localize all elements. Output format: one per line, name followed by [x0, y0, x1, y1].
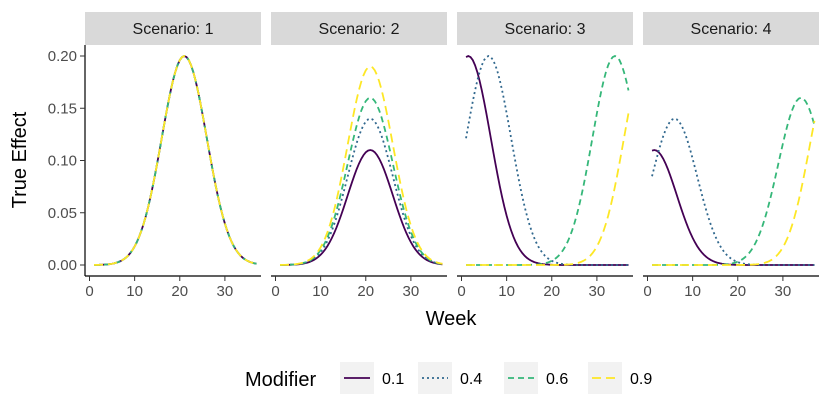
legend-title: Modifier: [245, 369, 316, 391]
facet-strip: [457, 12, 633, 45]
series-line-0-9: [280, 65, 443, 266]
x-tick-label: 10: [312, 283, 329, 300]
series-line-0-6: [280, 96, 443, 266]
x-tick-label: 20: [171, 283, 188, 300]
facet-panel-4: Scenario: 4 0 10 20 30: [643, 12, 819, 300]
facet-strip-label: Scenario: 4: [691, 21, 772, 38]
legend-item-0-1: 0.1: [340, 362, 404, 394]
series-line-0-1: [651, 149, 815, 266]
facet-strip-label: Scenario: 2: [319, 21, 400, 38]
y-tick-label: 0.00: [48, 257, 77, 274]
series-line-0-4: [465, 55, 629, 266]
legend-label: 0.6: [546, 371, 568, 388]
facet-strip-label: Scenario: 1: [133, 21, 214, 38]
x-tick-label: 10: [684, 283, 701, 300]
x-tick-label: 30: [403, 283, 420, 300]
y-tick-label: 0.15: [48, 100, 77, 117]
series-line-0-9: [652, 120, 816, 266]
series-line-0-6: [466, 55, 630, 266]
x-tick-label: 20: [543, 283, 560, 300]
legend-item-0-9: 0.9: [588, 362, 652, 394]
facet-panel-3: Scenario: 3 0 10 20 30: [457, 12, 633, 300]
legend-label: 0.1: [382, 371, 404, 388]
y-axis-title: True Effect: [9, 111, 31, 208]
series-line-0-6: [652, 96, 816, 266]
series-line-0-1: [280, 149, 443, 266]
facet-strip: [85, 12, 261, 45]
y-tick-label: 0.05: [48, 205, 77, 222]
y-axis: 0.00 0.05 0.10 0.15 0.20: [48, 45, 86, 276]
x-tick-label: 0: [457, 283, 465, 300]
y-tick-label: 0.10: [48, 153, 77, 170]
facet-panel-1: Scenario: 1 0 10 20 30: [85, 12, 261, 300]
legend: Modifier 0.1 0.4 0.6 0.9: [245, 362, 652, 394]
series-line-0-9: [94, 55, 257, 266]
x-tick-label: 0: [85, 283, 93, 300]
legend-label: 0.9: [630, 371, 652, 388]
facet-strip: [643, 12, 819, 45]
legend-label: 0.4: [460, 371, 482, 388]
x-tick-label: 0: [643, 283, 651, 300]
facet-panel-2: Scenario: 2 0 10 20 30: [271, 12, 447, 300]
x-tick-label: 10: [498, 283, 515, 300]
x-tick-label: 0: [271, 283, 279, 300]
x-tick-label: 30: [217, 283, 234, 300]
x-tick-label: 20: [357, 283, 374, 300]
x-tick-label: 30: [775, 283, 792, 300]
facet-strip-label: Scenario: 3: [505, 21, 586, 38]
facet-strip: [271, 12, 447, 45]
x-axis-title: Week: [426, 308, 478, 330]
y-tick-label: 0.20: [48, 48, 77, 65]
legend-item-0-4: 0.4: [418, 362, 482, 394]
x-tick-label: 30: [589, 283, 606, 300]
x-tick-label: 20: [729, 283, 746, 300]
x-tick-label: 10: [126, 283, 143, 300]
series-line-0-9: [466, 113, 630, 266]
legend-item-0-6: 0.6: [504, 362, 568, 394]
